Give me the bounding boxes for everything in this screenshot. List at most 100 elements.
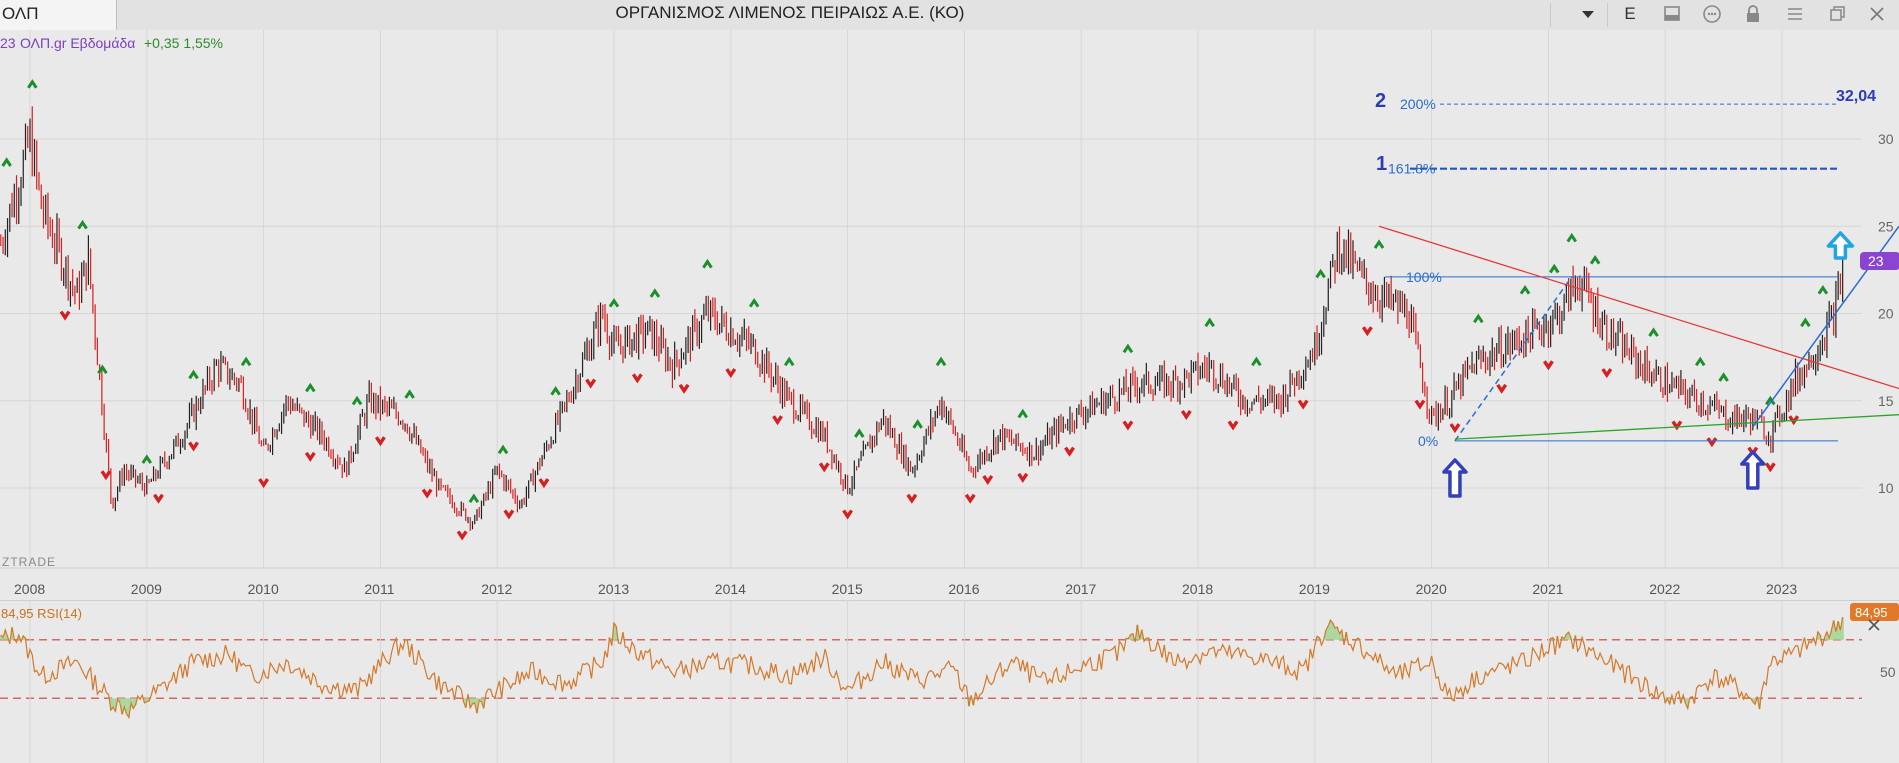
swing-high-marker <box>188 369 199 380</box>
swing-low-marker <box>153 493 164 504</box>
swing-low-marker <box>678 383 690 394</box>
fib-label: 0% <box>1418 433 1438 449</box>
swing-low-marker <box>906 493 918 504</box>
swing-low-marker <box>1227 420 1239 431</box>
swing-low-marker <box>374 436 386 447</box>
swing-high-marker <box>1589 255 1601 265</box>
chat-icon[interactable] <box>1697 2 1727 26</box>
swing-low-marker <box>503 509 515 520</box>
swing-high-marker <box>240 356 252 367</box>
up-arrow-icon <box>1442 458 1468 498</box>
swing-high-marker <box>1204 317 1215 328</box>
letter-e-button[interactable]: E <box>1624 4 1636 23</box>
menu-icon[interactable] <box>1780 2 1810 26</box>
swing-high-marker <box>1718 372 1729 382</box>
swing-low-marker <box>1706 437 1718 448</box>
time-tick-label: 2016 <box>948 581 979 597</box>
swing-high-marker <box>1765 395 1776 406</box>
swing-low-marker <box>1180 410 1192 421</box>
rsi-header: 84,95 RSI(14) <box>1 606 82 621</box>
swing-high-marker <box>702 258 713 269</box>
time-tick-label: 2009 <box>131 581 162 597</box>
swing-low-marker <box>982 474 994 485</box>
time-tick-label: 2022 <box>1649 581 1680 597</box>
time-tick-label: 2023 <box>1766 581 1797 597</box>
rsi-tick-50: 50 <box>1880 664 1896 680</box>
window-title: ΟΡΓΑΝΙΣΜΟΣ ΛΙΜΕΝΟΣ ΠΕΙΡΑΙΩΣ Α.Ε. (ΚΟ) <box>615 3 965 22</box>
window-title-bar: ΟΛΠ ΟΡΓΑΝΙΣΜΟΣ ΛΙΜΕΝΟΣ ΠΕΙΡΑΙΩΣ Α.Ε. (ΚΟ… <box>0 0 1899 31</box>
price-badge-label: 23 <box>1868 253 1884 269</box>
rsi-series-line <box>0 617 1844 720</box>
swing-low-marker <box>1542 360 1554 371</box>
swing-low-marker <box>1764 462 1776 473</box>
price-tick-label: 10 <box>1878 480 1894 496</box>
swing-high-marker <box>1315 268 1326 279</box>
price-chart[interactable]: 0% 100% 161.8% 200% 10 15 20 25 30 2008 2009 2010… <box>0 0 1899 600</box>
chevron-down-icon[interactable] <box>1573 2 1603 26</box>
fib-base-dashed-line <box>1454 276 1573 442</box>
swing-high-marker <box>1648 327 1659 337</box>
swing-high-marker <box>77 219 88 230</box>
wave-label-1: 1 <box>1376 153 1387 175</box>
time-tick-label: 2015 <box>832 581 863 597</box>
price-bars <box>0 106 1844 531</box>
price-tick-label: 20 <box>1878 306 1894 322</box>
fib-label: 200% <box>1400 96 1436 112</box>
price-badge <box>1860 252 1899 270</box>
swing-high-marker <box>783 356 795 367</box>
price-grid <box>0 30 1862 568</box>
swing-high-marker <box>1017 408 1029 419</box>
time-tick-label: 2020 <box>1416 581 1447 597</box>
swing-low-marker <box>964 493 976 504</box>
price-tick-label: 15 <box>1878 393 1894 409</box>
swing-low-marker <box>538 478 550 489</box>
swing-low-marker <box>1414 399 1426 410</box>
swing-low-marker <box>1496 383 1508 394</box>
rsi-chart[interactable]: 84,95 RSI(14) 84,95 50 <box>0 600 1899 763</box>
wave-label-2: 2 <box>1375 90 1386 112</box>
swing-high-marker <box>404 389 415 399</box>
swing-high-marker <box>305 382 316 393</box>
close-icon[interactable] <box>1862 2 1892 26</box>
price-axis: 10 15 20 25 30 <box>1878 131 1894 496</box>
swing-low-marker <box>421 488 433 499</box>
swing-low-marker <box>818 462 830 473</box>
swing-low-marker <box>1601 368 1613 379</box>
rsi-line <box>0 617 1844 720</box>
time-tick-label: 2017 <box>1065 581 1096 597</box>
chart-annotations: 0% 100% 161.8% 200% <box>1378 96 1899 498</box>
swing-low-marker <box>1361 326 1373 337</box>
watermark: ZTRADE <box>2 555 56 569</box>
close-icon[interactable] <box>1868 619 1880 631</box>
red-resistance-trendline <box>1378 225 1899 390</box>
swing-high-marker <box>1566 232 1578 243</box>
rsi-badge <box>1850 603 1899 621</box>
swing-high-marker <box>468 493 480 503</box>
lock-icon[interactable] <box>1738 2 1768 26</box>
swing-low-marker <box>631 373 643 384</box>
swing-low-marker <box>1064 446 1075 457</box>
swing-low-marker <box>188 441 199 452</box>
header-value: 23 <box>0 35 16 51</box>
swing-high-marker <box>608 298 620 308</box>
time-tick-label: 2019 <box>1299 581 1330 597</box>
swing-high-marker <box>1373 239 1385 249</box>
restore-icon[interactable] <box>1822 2 1852 26</box>
time-tick-label: 2012 <box>481 581 512 597</box>
swing-high-marker <box>1122 343 1134 354</box>
swing-markers <box>1 79 1829 541</box>
up-arrow-icon <box>1826 231 1855 260</box>
swing-low-marker <box>304 451 316 462</box>
time-tick-label: 2011 <box>364 581 394 597</box>
sidebar-icon[interactable] <box>1657 2 1687 26</box>
swing-low-marker <box>772 415 783 426</box>
swing-low-marker <box>1017 472 1029 483</box>
time-tick-label: 2010 <box>248 581 279 597</box>
swing-low-marker <box>1449 423 1461 434</box>
swing-high-marker <box>351 395 363 406</box>
swing-high-marker <box>1800 317 1811 328</box>
tab-olp[interactable]: ΟΛΠ <box>0 0 117 30</box>
swing-high-marker <box>1251 356 1262 367</box>
swing-low-marker <box>725 368 737 379</box>
swing-low-marker <box>1297 399 1309 410</box>
